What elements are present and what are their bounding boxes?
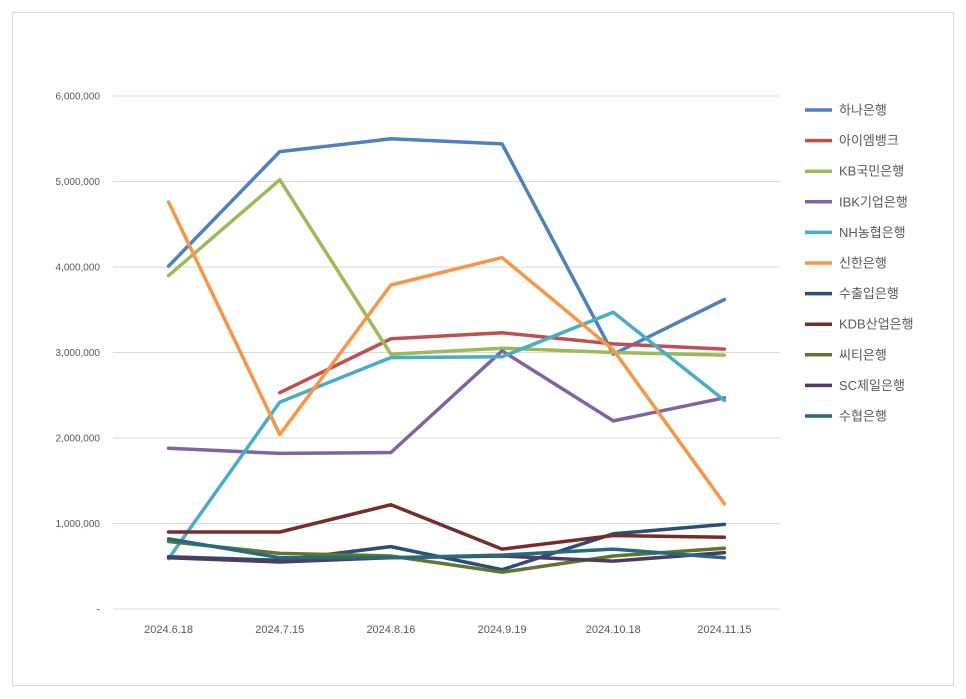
series-line-ibk기업은행	[166, 349, 727, 456]
legend-label: KDB산업은행	[839, 317, 914, 332]
legend-item-하나은행: 하나은행	[805, 103, 887, 118]
series-lines	[166, 137, 727, 574]
x-tick-label: 2024.7.15	[255, 624, 304, 636]
legend-item-nh농협은행: NH농협은행	[805, 225, 906, 240]
legend-label: KB국민은행	[839, 164, 904, 179]
series-line-kb국민은행	[166, 178, 727, 357]
legend-item-씨티은행: 씨티은행	[805, 347, 887, 362]
series-line-아이엠뱅크	[278, 331, 727, 395]
y-tick-label: 4,000,000	[56, 263, 101, 274]
y-tick-label: 2,000,000	[56, 434, 101, 445]
x-tick-label: 2024.9.19	[478, 624, 527, 636]
series-line-kdb산업은행	[166, 502, 727, 551]
x-axis-tick-labels: 2024.6.18 2024.7.15 2024.8.16 2024.9.19 2024…	[144, 624, 751, 636]
legend-label: 씨티은행	[839, 347, 887, 362]
legend-label: 수협은행	[839, 409, 887, 424]
legend-item-아이엠뱅크: 아이엠뱅크	[805, 133, 899, 148]
legend-item-sc제일은행: SC제일은행	[805, 378, 905, 393]
legend-item-신한은행: 신한은행	[805, 256, 887, 271]
legend-label: NH농협은행	[839, 225, 906, 240]
legend-item-ibk기업은행: IBK기업은행	[805, 194, 908, 209]
legend-label: SC제일은행	[839, 378, 905, 393]
x-tick-label: 2024.10.18	[586, 624, 641, 636]
legend-item-수출입은행: 수출입은행	[805, 286, 899, 301]
grid-lines	[113, 95, 780, 610]
series-line-씨티은행	[166, 539, 727, 574]
x-tick-label: 2024.6.18	[144, 624, 193, 636]
x-tick-label: 2024.11.15	[697, 624, 751, 636]
legend-label: IBK기업은행	[839, 194, 908, 209]
y-tick-label: 5,000,000	[56, 177, 101, 188]
legend-item-kdb산업은행: KDB산업은행	[805, 317, 914, 332]
y-axis-tick-labels: - 1,000,000 2,000,000 3,000,000 4,000,000 5,0…	[56, 92, 101, 616]
y-tick-label: 6,000,000	[56, 92, 101, 103]
legend-label: 하나은행	[839, 103, 887, 118]
series-line-수협은행	[166, 537, 727, 560]
legend-label: 신한은행	[839, 256, 887, 271]
series-line-신한은행	[166, 200, 727, 506]
legend-label: 수출입은행	[839, 286, 899, 301]
series-line-nh농협은행	[166, 310, 727, 561]
y-tick-label: 1,000,000	[56, 519, 101, 530]
x-tick-label: 2024.8.16	[366, 624, 415, 636]
legend-label: 아이엠뱅크	[839, 133, 899, 148]
series-line-하나은행	[166, 137, 727, 356]
y-tick-label: 3,000,000	[56, 348, 101, 359]
legend-item-kb국민은행: KB국민은행	[805, 164, 904, 179]
y-tick-label: -	[97, 605, 100, 616]
legend-item-수협은행: 수협은행	[805, 409, 887, 424]
